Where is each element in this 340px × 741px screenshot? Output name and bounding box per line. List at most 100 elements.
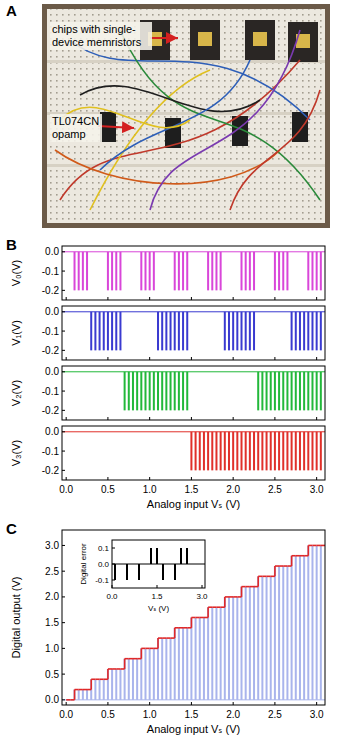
bar (274, 311, 276, 312)
bar (90, 251, 92, 252)
plot-frame (62, 426, 325, 480)
bar (299, 432, 301, 471)
bar (174, 564, 176, 580)
y-tick (112, 564, 115, 565)
x-tick (274, 702, 275, 705)
bar (161, 251, 163, 252)
bar (190, 311, 192, 312)
x-tick-label: 1.0 (143, 709, 157, 720)
step-segment (129, 658, 133, 660)
bar (161, 312, 163, 351)
bar (270, 372, 272, 411)
x-tick-label: 0.0 (59, 484, 73, 495)
step-segment (183, 627, 187, 629)
step-riser (191, 618, 193, 628)
bar (65, 251, 67, 252)
bar (82, 252, 84, 291)
bar (74, 690, 76, 700)
bar (261, 311, 263, 312)
bar (228, 371, 230, 372)
bar (153, 311, 155, 312)
bar (126, 564, 128, 580)
bar (207, 607, 209, 700)
baseline (112, 564, 205, 565)
step-segment (321, 545, 325, 547)
bar (124, 431, 126, 432)
y-tick (62, 331, 65, 332)
bar (282, 372, 284, 411)
step-segment (275, 565, 279, 567)
bar (140, 648, 142, 699)
bar (186, 628, 188, 700)
bar (224, 251, 226, 252)
bar (124, 372, 126, 411)
step-segment (95, 678, 99, 680)
bar (249, 587, 251, 700)
bar (186, 372, 188, 411)
bar (232, 312, 234, 351)
y-tick (62, 470, 65, 471)
bar (224, 312, 226, 351)
bar (94, 679, 96, 700)
bar (307, 372, 309, 411)
y-tick-label: 2.5 (45, 566, 59, 577)
bar (270, 311, 272, 312)
step-segment (66, 699, 70, 701)
plot-area (62, 432, 325, 471)
bar (82, 311, 84, 312)
bar (291, 556, 293, 700)
bar (207, 311, 209, 312)
bar (253, 432, 255, 471)
step-segment (296, 555, 300, 557)
y-axis-label: V₂(V) (10, 380, 22, 406)
bar (149, 252, 151, 291)
bar (291, 372, 293, 411)
bar (136, 251, 138, 252)
bar (215, 371, 217, 372)
bar (311, 372, 313, 411)
x-tick-label: 1.5 (184, 484, 198, 495)
chart: 0.00.51.01.52.02.53.00.00.51.01.52.02.53… (6, 520, 325, 735)
bar (90, 431, 92, 432)
bar (119, 431, 121, 432)
y-tick (62, 451, 65, 452)
photo-label: chips with single-device memristors (50, 22, 152, 50)
step-segment (133, 658, 137, 660)
chart: 0.0-0.1-0.2BV₀(V) (6, 236, 325, 300)
baseline (62, 251, 325, 252)
x-tick (233, 417, 234, 420)
x-tick-label: 3.0 (196, 592, 208, 601)
bar (174, 372, 176, 411)
bar (261, 432, 263, 471)
step-segment (279, 565, 283, 567)
x-tick (191, 417, 192, 420)
y-tick (62, 311, 65, 312)
chart: 0.01.53.00.10.0-0.1Digital errorVₛ (V) (79, 540, 208, 613)
bar (69, 311, 71, 312)
step-segment (100, 678, 104, 680)
step-segment (308, 545, 312, 547)
step-segment (267, 576, 271, 578)
bar (320, 432, 322, 471)
bar (245, 371, 247, 372)
step-segment (108, 668, 112, 670)
step-segment (175, 627, 179, 629)
y-tick-label: 1.0 (45, 643, 59, 654)
bar (165, 431, 167, 432)
bar (195, 432, 197, 471)
bar (311, 545, 313, 699)
x-tick (107, 417, 108, 420)
step-riser (224, 597, 226, 607)
step-riser (174, 628, 176, 638)
bar (274, 432, 276, 471)
bar (124, 311, 126, 312)
bar (182, 628, 184, 700)
bar (150, 548, 152, 564)
y-axis-label: V₃(V) (10, 440, 22, 466)
step-segment (116, 668, 120, 670)
bar (291, 432, 293, 471)
step-riser (157, 638, 159, 648)
bar (320, 252, 322, 291)
bar (257, 372, 259, 411)
bar (128, 431, 130, 432)
